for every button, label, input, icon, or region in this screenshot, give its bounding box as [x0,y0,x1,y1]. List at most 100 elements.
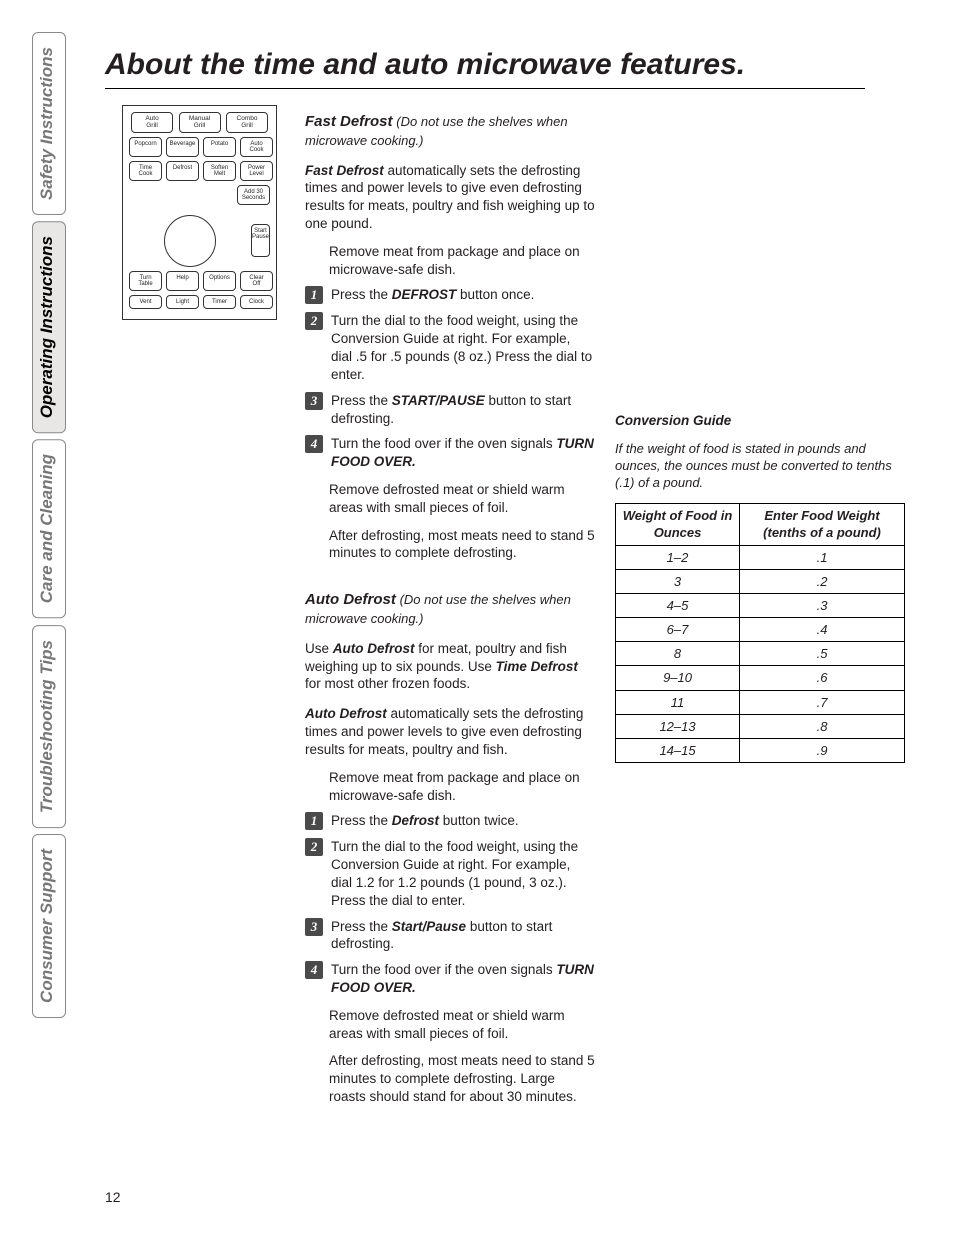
panel-button: AutoGrill [131,112,173,133]
panel-button: Vent [129,295,162,309]
auto-defrost-steps: 1 Press the Defrost button twice. 2 Turn… [305,812,595,997]
table-row: 11.7 [616,690,905,714]
table-cell: .7 [740,690,905,714]
panel-button: TurnTable [129,271,162,291]
auto-step-3: 3 Press the Start/Pause button to start … [305,918,595,954]
table-row: 9–10.6 [616,666,905,690]
conversion-title: Conversion Guide [615,412,905,430]
panel-button: AutoCook [240,137,273,157]
side-tab[interactable]: Consumer Support [32,834,66,1018]
step-badge-icon: 1 [305,812,323,830]
panel-button: SoftenMelt [203,161,236,181]
table-cell: 8 [616,642,740,666]
table-cell: 6–7 [616,618,740,642]
table-cell: .4 [740,618,905,642]
panel-button: Popcorn [129,137,162,157]
table-cell: 9–10 [616,666,740,690]
table-cell: 12–13 [616,714,740,738]
auto-defrost-prestep: Remove meat from package and place on mi… [329,769,595,805]
side-tabs: Safety Instructions Operating Instruction… [32,32,66,1018]
auto-defrost-intro1: Use Auto Defrost for meat, poultry and f… [305,640,595,693]
step-badge-icon: 4 [305,435,323,453]
auto-step-2-text: Turn the dial to the food weight, using … [331,838,595,909]
panel-button: ComboGrill [226,112,268,133]
table-row: 3.2 [616,569,905,593]
step-badge-icon: 3 [305,918,323,936]
side-tab[interactable]: Troubleshooting Tips [32,625,66,828]
auto-defrost-title: Auto Defrost [305,591,396,608]
panel-button: Timer [203,295,236,309]
table-row: 12–13.8 [616,714,905,738]
auto-step-4: 4 Turn the food over if the oven signals… [305,961,595,997]
fast-step-1: 1 Press the DEFROST button once. [305,286,595,304]
conversion-guide: Conversion Guide If the weight of food i… [615,412,905,763]
fast-defrost-prestep: Remove meat from package and place on mi… [329,243,595,279]
panel-button: Help [166,271,199,291]
fast-defrost-heading: Fast Defrost (Do not use the shelves whe… [305,112,595,150]
step-badge-icon: 3 [305,392,323,410]
table-cell: .6 [740,666,905,690]
auto-step-1-text: Press the Defrost button twice. [331,812,595,830]
auto-step-2: 2 Turn the dial to the food weight, usin… [305,838,595,909]
table-cell: .5 [740,642,905,666]
table-cell: 1–2 [616,545,740,569]
panel-button: Beverage [166,137,199,157]
side-tab[interactable]: Safety Instructions [32,32,66,215]
auto-post-1: Remove defrosted meat or shield warm are… [329,1007,595,1043]
auto-step-4-text: Turn the food over if the oven signals T… [331,961,595,997]
table-cell: .9 [740,738,905,762]
fast-post-2: After defrosting, most meats need to sta… [329,527,595,563]
fast-step-4-text: Turn the food over if the oven signals T… [331,435,595,471]
table-cell: .3 [740,593,905,617]
fast-step-1-text: Press the DEFROST button once. [331,286,595,304]
panel-button: Potato [203,137,236,157]
table-row: 6–7.4 [616,618,905,642]
step-badge-icon: 2 [305,838,323,856]
panel-button: ClearOff [240,271,273,291]
table-cell: .1 [740,545,905,569]
table-cell: 11 [616,690,740,714]
fast-post-1: Remove defrosted meat or shield warm are… [329,481,595,517]
fast-step-2-text: Turn the dial to the food weight, using … [331,312,595,383]
panel-button: Add 30Seconds [237,185,270,205]
panel-button: Options [203,271,236,291]
auto-step-1: 1 Press the Defrost button twice. [305,812,595,830]
panel-button: StartPause [251,224,270,257]
conversion-table: Weight of Food in Ounces Enter Food Weig… [615,503,905,763]
control-panel-diagram: AutoGrill ManualGrillComboGrill PopcornBev… [122,105,277,320]
step-badge-icon: 1 [305,286,323,304]
panel-button: ManualGrill [179,112,221,133]
side-tab[interactable]: Care and Cleaning [32,439,66,618]
table-header-tenths: Enter Food Weight (tenths of a pound) [740,504,905,545]
table-cell: .8 [740,714,905,738]
table-cell: .2 [740,569,905,593]
table-row: 1–2.1 [616,545,905,569]
side-tab[interactable]: Operating Instructions [32,221,66,433]
panel-button: Light [166,295,199,309]
panel-button: Clock [240,295,273,309]
page-number: 12 [105,1189,121,1205]
fast-defrost-intro: Fast Defrost automatically sets the defr… [305,162,595,233]
fast-step-3-text: Press the START/PAUSE button to start de… [331,392,595,428]
table-cell: 4–5 [616,593,740,617]
step-badge-icon: 2 [305,312,323,330]
conversion-note: If the weight of food is stated in pound… [615,440,905,491]
table-row: 8.5 [616,642,905,666]
dial-icon [164,215,216,267]
step-badge-icon: 4 [305,961,323,979]
fast-step-3: 3 Press the START/PAUSE button to start … [305,392,595,428]
table-row: 4–5.3 [616,593,905,617]
auto-defrost-heading: Auto Defrost (Do not use the shelves whe… [305,590,595,628]
table-cell: 14–15 [616,738,740,762]
fast-step-4: 4 Turn the food over if the oven signals… [305,435,595,471]
table-header-ounces: Weight of Food in Ounces [616,504,740,545]
fast-defrost-steps: 1 Press the DEFROST button once. 2 Turn … [305,286,595,471]
table-row: 14–15.9 [616,738,905,762]
panel-button: TimeCook [129,161,162,181]
fast-defrost-intro-bold: Fast Defrost [305,163,384,178]
table-header-row: Weight of Food in Ounces Enter Food Weig… [616,504,905,545]
panel-button: PowerLevel [240,161,273,181]
table-cell: 3 [616,569,740,593]
fast-step-2: 2 Turn the dial to the food weight, usin… [305,312,595,383]
panel-button: Defrost [166,161,199,181]
